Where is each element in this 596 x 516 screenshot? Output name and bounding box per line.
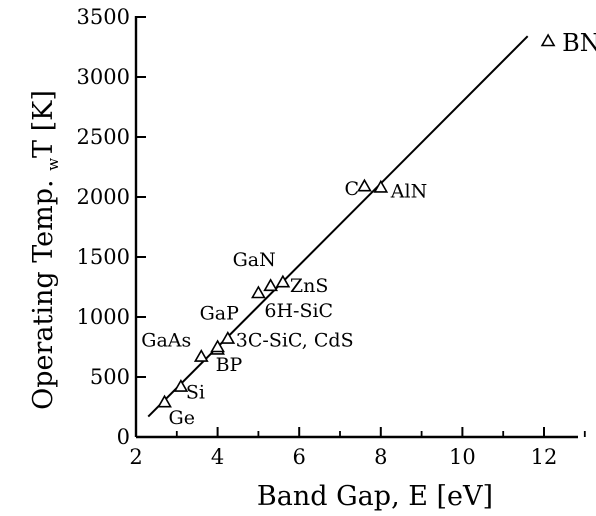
x-tick-label: 2 [129, 445, 142, 469]
point-bn [540, 33, 556, 47]
point-c [357, 178, 372, 192]
y-tick-label: 3000 [77, 65, 130, 89]
point-label-si: Si [186, 382, 205, 404]
point-6h-sic [251, 285, 266, 299]
y-axis-label: Operating Temp. [28, 171, 59, 410]
point-label-gap: GaP [200, 302, 240, 324]
y-axis-label-group: Operating Temp. wT [K] [28, 90, 62, 410]
y-axis-label-subscript: w [44, 158, 62, 171]
point-3c-sic-cds [220, 330, 236, 344]
point-label-ge: Ge [169, 407, 195, 429]
point-label-zns: ZnS [290, 275, 328, 297]
x-axis-label: Band Gap, E [eV] [257, 481, 493, 512]
y-tick-label: 3500 [77, 5, 130, 29]
x-tick-label: 4 [211, 445, 224, 469]
point-zns [275, 274, 291, 288]
y-tick-label: 2500 [77, 125, 130, 149]
y-tick-label: 0 [117, 425, 130, 449]
x-tick-label: 8 [374, 445, 387, 469]
point-label-bn: BN [562, 29, 596, 57]
y-tick-label: 500 [90, 365, 130, 389]
point-label-gan: GaN [233, 249, 276, 271]
axes [134, 16, 578, 439]
point-gan [263, 278, 279, 292]
points-group [157, 33, 556, 408]
point-label-aln: AlN [390, 180, 427, 202]
y-axis-label-rest: T [K] [28, 90, 59, 158]
point-bp [210, 339, 225, 353]
point-aln [373, 179, 389, 193]
point-ge [157, 394, 172, 408]
point-label-gaas: GaAs [141, 330, 191, 352]
y-tick-label: 1500 [77, 245, 130, 269]
point-gaas [193, 348, 209, 362]
x-tick-label: 6 [293, 445, 306, 469]
ticks: 2 4 6 8 10 12 0 500 1000 1500 2000 2500 3000 3500 [77, 5, 586, 469]
point-si [173, 378, 189, 392]
point-label-c: C [344, 178, 359, 200]
point-label-bp: BP [216, 354, 243, 376]
svg-text:Operating Temp. wT [K]: Operating Temp. wT [K] [28, 90, 62, 410]
point-label-6h-sic: 6H-SiC [264, 300, 333, 322]
y-tick-label: 1000 [77, 305, 130, 329]
y-tick-label: 2000 [77, 185, 130, 209]
x-tick-label: 12 [531, 445, 558, 469]
x-tick-label: 10 [449, 445, 476, 469]
point-label-3c-sic-cds: 3C-SiC, CdS [236, 330, 354, 352]
